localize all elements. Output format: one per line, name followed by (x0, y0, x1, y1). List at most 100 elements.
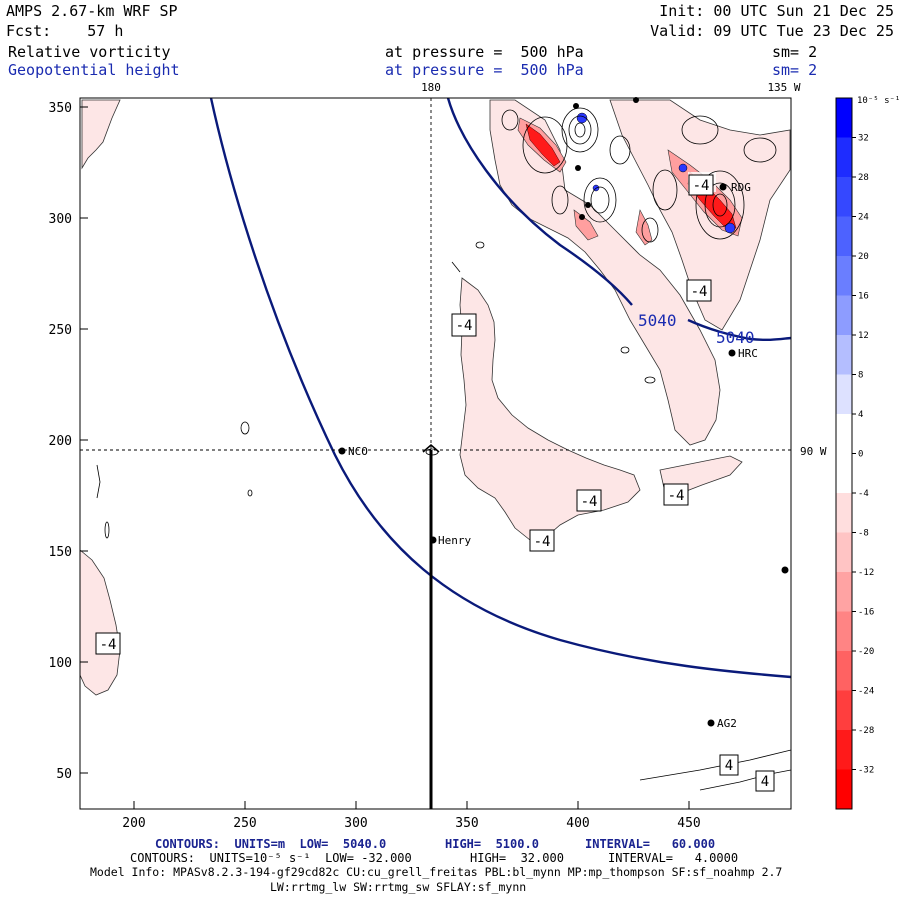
station-dot-henry (429, 536, 437, 544)
colorbar-label: 28 (858, 173, 869, 183)
station-dot-east (781, 566, 789, 574)
colorbar-unit: 10⁻⁵ s⁻¹ (857, 96, 900, 106)
station-dot-ag2 (707, 719, 715, 727)
vort-label-box: -4 (686, 279, 712, 302)
station-dot-north2 (633, 97, 639, 103)
colorbar-segment (836, 414, 852, 454)
x-tick-450: 450 (677, 816, 700, 831)
vort-label-3: -4 (581, 494, 598, 510)
lon-label-90w: 90 W (800, 445, 827, 458)
y-tick-200: 200 (49, 434, 72, 449)
map-frame (79, 97, 792, 810)
height-label-2: 5040 (716, 328, 755, 347)
vort-label-box: 4 (755, 770, 775, 792)
x-tick-400: 400 (566, 816, 589, 831)
valid-time: Valid: 09 UTC Tue 23 Dec 25 (650, 22, 894, 40)
height-contours (209, 97, 792, 679)
colorbar-segment (836, 374, 852, 414)
station-dot-north1 (573, 103, 579, 109)
field2-sm: sm= 2 (772, 61, 818, 79)
colorbar-segment (836, 730, 852, 770)
colorbar-segment (836, 493, 852, 533)
footer-model-info2: LW:rrtmg_lw SW:rrtmg_sw SFLAY:sf_mynn (270, 880, 527, 894)
vort-label-box: -4 (451, 313, 477, 337)
colorbar-segment (836, 572, 852, 612)
init-time: Init: 00 UTC Sun 21 Dec 25 (659, 2, 894, 20)
x-tick-200: 200 (122, 816, 145, 831)
vort-label-9: 4 (761, 774, 769, 790)
colorbar-label: 24 (858, 213, 869, 223)
y-tick-250: 250 (49, 323, 72, 338)
colorbar-label: -4 (858, 489, 869, 499)
height-contour-labels: 5040 5040 (638, 311, 755, 347)
colorbar-label: 32 (858, 134, 869, 144)
station-dot-mid (585, 202, 591, 208)
colorbar-segment (836, 453, 852, 493)
colorbar-label: 8 (858, 371, 863, 381)
vort-label-box: -4 (95, 632, 121, 655)
y-tick-labels: 350 300 250 200 150 100 50 (49, 101, 72, 782)
vort-label-box: -4 (663, 483, 689, 506)
vort-label-6: -4 (100, 637, 117, 653)
field1-level: at pressure = 500 hPa (385, 43, 584, 61)
station-dot-hrc (728, 349, 736, 357)
colorbar-label: -32 (858, 766, 874, 776)
vort-label-4: -4 (668, 488, 685, 504)
field2-name: Geopotential height (8, 61, 180, 79)
colorbar-label: 0 (858, 450, 863, 460)
colorbar-segment (836, 137, 852, 177)
station-label-henry: Henry (438, 534, 471, 547)
colorbar-segment (836, 769, 852, 809)
vort-label-8: 4 (725, 758, 733, 774)
model-title: AMPS 2.67-km WRF SP (6, 2, 178, 20)
vort-label-2: -4 (691, 284, 708, 300)
colorbar-segment (836, 690, 852, 730)
station-label-ag2: AG2 (717, 717, 737, 730)
field1-name: Relative vorticity (8, 43, 171, 61)
station-dot-mid3 (575, 165, 581, 171)
colorbar-label: -24 (858, 687, 874, 697)
station-label-rdg: RDG (731, 181, 751, 194)
vort-label-box: -4 (576, 489, 602, 512)
footer-model-info: Model Info: MPASv8.2.3-194-gf29cd82c CU:… (90, 865, 783, 879)
colorbar-segment (836, 216, 852, 256)
colorbar-segment (836, 177, 852, 217)
colorbar-segment (836, 335, 852, 375)
footer-line2-interval: INTERVAL= 4.0000 (608, 851, 739, 865)
station-label-hrc: HRC (738, 347, 758, 360)
colorbar-segment (836, 98, 852, 138)
station-dot-rdg (719, 183, 727, 191)
colorbar-segment (836, 651, 852, 691)
colorbar-segment (836, 611, 852, 651)
colorbar-label: -12 (858, 568, 874, 578)
vorticity-labels: -4 -4 -4 -4 -4 -4 (95, 174, 775, 792)
colorbar-label: 20 (858, 252, 869, 262)
y-tick-350: 350 (49, 101, 72, 116)
vort-label-box: 4 (719, 754, 739, 776)
x-tick-300: 300 (344, 816, 367, 831)
x-tick-labels: 200 250 300 350 400 450 (122, 816, 700, 831)
station-dot-mid2 (579, 214, 585, 220)
axis-ticks (80, 106, 690, 809)
vort-label-5: -4 (534, 534, 551, 550)
y-tick-150: 150 (49, 545, 72, 560)
colorbar-segment (836, 256, 852, 296)
vort-label-1: -4 (456, 318, 473, 334)
station-dot-nco (338, 447, 346, 455)
footer-line1-interval: INTERVAL= 60.000 (585, 837, 716, 851)
field1-sm: sm= 2 (772, 43, 818, 61)
footer-line1-high: HIGH= 5100.0 (445, 837, 539, 851)
vort-label-box: -4 (529, 529, 555, 552)
colorbar: 32 28 24 20 16 12 8 4 0 -4 -8 -12 -16 -20 -24 -28 -32 (835, 97, 874, 810)
colorbar-label: -20 (858, 647, 874, 657)
vorticity-negative-areas (79, 99, 791, 696)
footer-line1-prefix: CONTOURS: UNITS=m LOW= 5040.0 (155, 837, 387, 851)
footer-line2-prefix: CONTOURS: UNITS=10⁻⁵ s⁻¹ LOW= -32.000 (130, 851, 412, 865)
field2-level: at pressure = 500 hPa (385, 61, 584, 79)
footer-line2-high: HIGH= 32.000 (470, 851, 564, 865)
colorbar-segment (836, 532, 852, 572)
height-label-1: 5040 (638, 311, 677, 330)
colorbar-label: -28 (858, 726, 874, 736)
